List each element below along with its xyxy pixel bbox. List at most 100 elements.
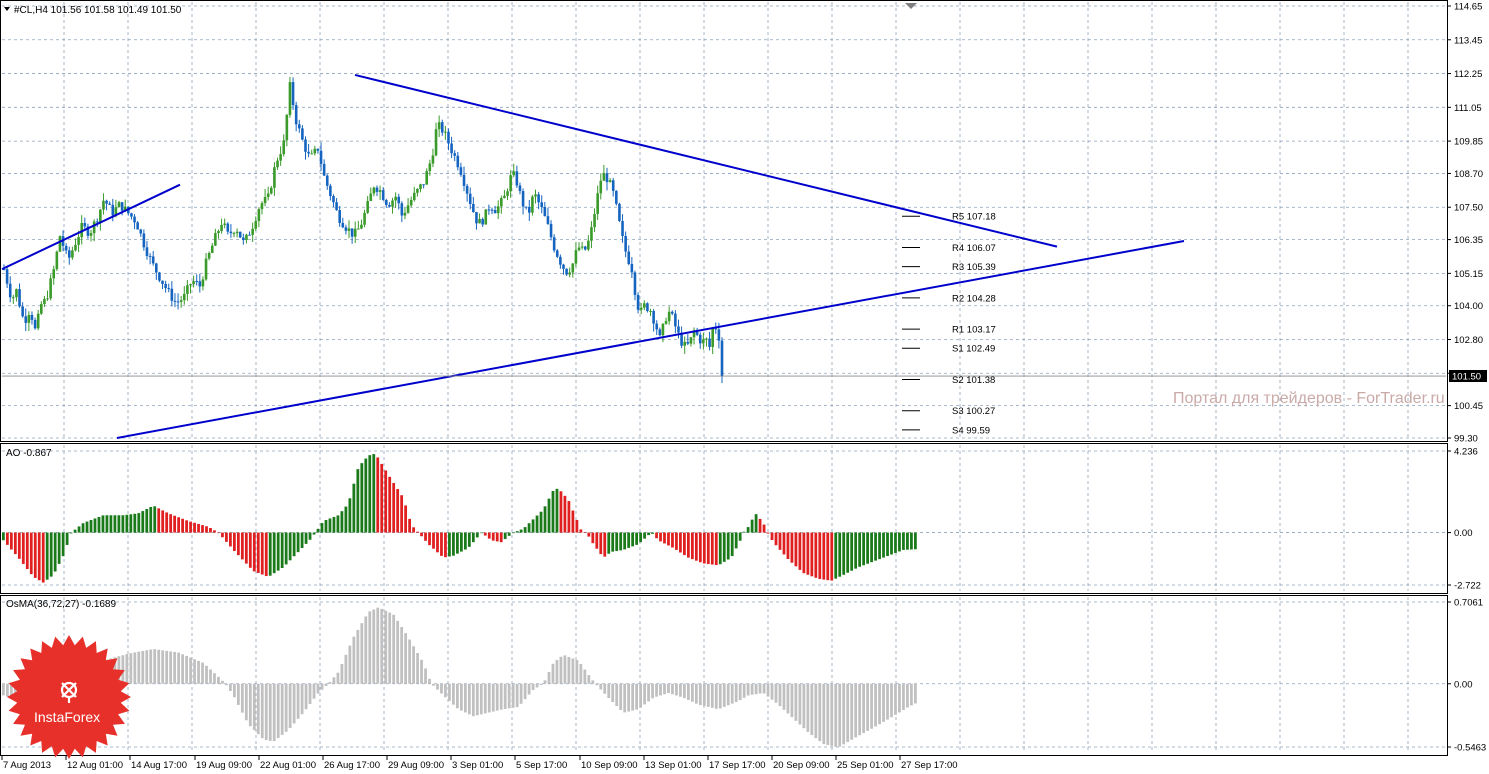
osma-bar <box>599 683 603 690</box>
ao-bar <box>109 515 113 533</box>
candle-body <box>555 250 559 257</box>
ao-bar <box>818 532 822 580</box>
ao-bar <box>611 532 615 552</box>
candle-body <box>540 202 544 207</box>
osma-bar <box>463 683 467 713</box>
candle-body <box>39 304 43 314</box>
ao-bar <box>384 470 388 533</box>
osma-bar <box>205 665 208 684</box>
time-tick-label: 10 Sep 09:00 <box>581 760 638 771</box>
ao-bar <box>655 532 658 539</box>
ao-bar <box>706 532 710 565</box>
ao-bar <box>157 508 161 533</box>
price-panel[interactable] <box>0 0 1448 442</box>
candle-body <box>574 250 578 264</box>
candle-body <box>102 200 105 210</box>
candle-body <box>537 194 540 203</box>
ao-bar <box>268 532 272 576</box>
osma-bar <box>316 683 320 694</box>
osma-bar <box>710 683 714 708</box>
ao-bar <box>2 532 5 541</box>
candle-body <box>695 330 699 335</box>
osma-bar <box>679 683 682 697</box>
ao-bar <box>161 510 165 533</box>
ao-bar <box>782 532 786 555</box>
osma-panel[interactable] <box>0 595 1448 756</box>
candle-body <box>189 284 192 286</box>
osma-bar <box>452 683 455 705</box>
candle-body <box>74 244 77 251</box>
osma-bar <box>870 683 873 729</box>
osma-bar <box>671 683 674 695</box>
candle-body <box>192 280 195 285</box>
osma-bar <box>798 683 802 725</box>
candle-body <box>472 203 475 213</box>
ao-bar <box>870 532 873 563</box>
instaforex-logo-text: InstaForex <box>34 709 100 725</box>
candle-body <box>204 258 208 280</box>
candle-body <box>325 175 329 186</box>
time-tick-label: 27 Sep 17:00 <box>901 760 958 771</box>
ao-bar <box>177 517 181 533</box>
osma-bar <box>352 636 356 684</box>
osma-bar <box>13 683 17 699</box>
osma-bar <box>806 683 810 732</box>
trendline <box>354 73 1058 248</box>
ao-bar <box>225 532 228 542</box>
candle-body <box>301 128 304 140</box>
ao-bar <box>667 532 670 546</box>
candle-body <box>670 311 674 314</box>
chart-shift-icon[interactable] <box>905 3 917 9</box>
ao-bar <box>292 532 296 557</box>
ao-bar <box>515 531 519 533</box>
ao-bar <box>850 532 854 571</box>
candle-body <box>419 184 422 189</box>
ao-bar <box>778 532 782 550</box>
watermark: Портал для трейдеров - ForTrader.ru <box>1173 390 1445 407</box>
ao-bar <box>834 532 838 579</box>
candle-body <box>335 202 338 211</box>
candle-body <box>214 233 217 246</box>
osma-bar <box>886 683 889 720</box>
ao-bar <box>316 528 320 533</box>
candle-body <box>571 263 575 273</box>
pivot-level-label: R5 107.18 <box>952 212 996 223</box>
candle-body <box>642 303 646 308</box>
osma-bar <box>651 683 654 699</box>
ao-bar <box>599 532 603 555</box>
ao-bar <box>603 532 607 557</box>
osma-bar <box>320 683 324 690</box>
ao-panel[interactable] <box>0 443 1448 594</box>
osma-bar <box>356 629 360 684</box>
indicator-tick-label: 4.236 <box>1454 447 1478 458</box>
osma-bar <box>627 683 631 712</box>
candle-body <box>67 250 71 258</box>
candle-body <box>677 326 680 333</box>
osma-bar <box>145 650 149 684</box>
ao-bar <box>408 518 412 533</box>
candle-body <box>158 272 161 281</box>
osma-bar <box>527 683 531 695</box>
candle-body <box>549 223 553 238</box>
osma-bar <box>698 683 702 706</box>
ao-bar <box>21 532 25 564</box>
osma-bar <box>706 683 710 707</box>
candle-body <box>552 237 556 251</box>
ao-bar <box>882 532 885 558</box>
time-tick-label: 12 Aug 01:00 <box>67 760 123 771</box>
osma-bar <box>185 655 188 684</box>
candle-body <box>593 213 596 228</box>
ao-bar <box>842 532 846 575</box>
ao-bar <box>392 482 396 533</box>
osma-bar <box>165 650 169 684</box>
ao-bar <box>563 495 567 533</box>
candle-body <box>366 200 369 213</box>
ao-bar <box>141 511 145 533</box>
ao-bar <box>448 532 451 557</box>
osma-bar <box>181 654 184 684</box>
osma-bar <box>384 610 388 684</box>
time-tick-label: 14 Aug 17:00 <box>131 760 187 771</box>
candle-body <box>344 227 348 231</box>
